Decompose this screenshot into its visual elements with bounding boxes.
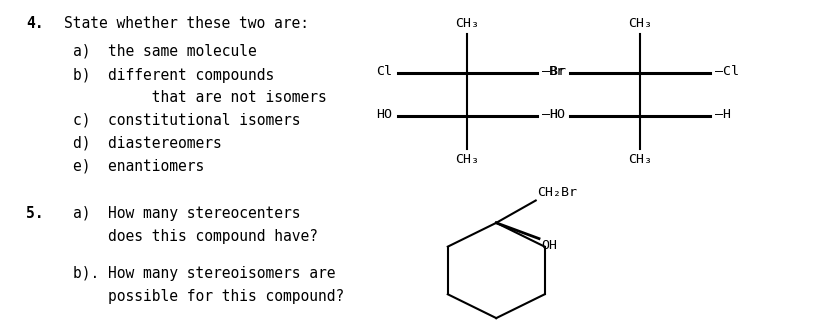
Text: Br: Br <box>548 65 565 78</box>
Text: CH₃: CH₃ <box>455 17 479 30</box>
Text: CH₃: CH₃ <box>628 153 652 166</box>
Text: 4.: 4. <box>26 16 43 31</box>
Text: b)  different compounds: b) different compounds <box>73 68 274 84</box>
Text: –Br: –Br <box>542 65 566 78</box>
Text: a)  the same molecule: a) the same molecule <box>73 44 256 59</box>
Text: possible for this compound?: possible for this compound? <box>73 289 343 304</box>
Text: CH₃: CH₃ <box>455 153 479 166</box>
Text: that are not isomers: that are not isomers <box>73 90 326 105</box>
Text: e)  enantiomers: e) enantiomers <box>73 159 203 174</box>
Text: c)  constitutional isomers: c) constitutional isomers <box>73 113 300 128</box>
Text: –H: –H <box>715 108 730 121</box>
Text: Cl: Cl <box>376 65 392 78</box>
Text: OH: OH <box>541 239 557 252</box>
Text: 5.: 5. <box>26 206 43 221</box>
Text: CH₂Br: CH₂Br <box>537 186 576 199</box>
Text: b). How many stereoisomers are: b). How many stereoisomers are <box>73 266 335 281</box>
Text: does this compound have?: does this compound have? <box>73 229 318 244</box>
Text: State whether these two are:: State whether these two are: <box>65 16 309 31</box>
Text: HO: HO <box>376 108 392 121</box>
Text: a)  How many stereocenters: a) How many stereocenters <box>73 206 300 221</box>
Text: CH₃: CH₃ <box>628 17 652 30</box>
Text: –Cl: –Cl <box>715 65 739 78</box>
Text: –H: –H <box>542 108 557 121</box>
Text: HO: HO <box>548 108 565 121</box>
Text: d)  diastereomers: d) diastereomers <box>73 136 221 151</box>
